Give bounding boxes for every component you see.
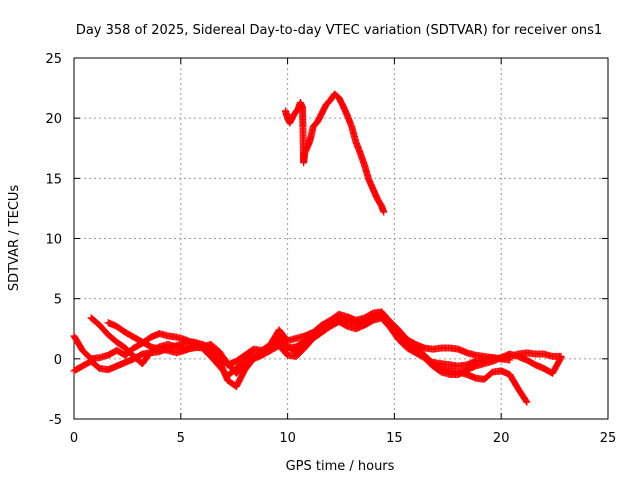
data-points	[70, 90, 565, 406]
x-tick-label: 15	[386, 431, 403, 446]
y-tick-label: -5	[49, 413, 62, 428]
chart-title: Day 358 of 2025, Sidereal Day-to-day VTE…	[76, 23, 602, 38]
data-point	[557, 354, 565, 362]
y-tick-label: 0	[54, 353, 62, 368]
y-tick-label: 5	[54, 293, 62, 308]
y-tick-label: 10	[45, 233, 62, 248]
y-tick-label: 20	[45, 112, 62, 127]
x-tick-label: 10	[279, 431, 296, 446]
data-point	[506, 356, 514, 364]
y-axis-label: SDTVAR / TECUs	[7, 185, 22, 292]
data-point	[556, 355, 564, 363]
x-tick-label: 25	[600, 431, 617, 446]
data-point	[522, 397, 530, 405]
data-point	[380, 208, 388, 216]
x-axis-label: GPS time / hours	[286, 459, 395, 474]
grid	[74, 58, 608, 419]
y-tick-label: 25	[45, 52, 62, 67]
x-tick-label: 0	[70, 431, 78, 446]
y-tick-label: 15	[45, 172, 62, 187]
series-track-b	[70, 310, 565, 391]
x-tick-label: 20	[493, 431, 510, 446]
x-tick-label: 5	[177, 431, 185, 446]
data-point	[523, 398, 531, 406]
axis-ticks: 0 5 10 15 20 25 -5 0 5 10 15 20 25	[45, 52, 616, 446]
series-high-arc	[281, 90, 388, 216]
series-track-d	[104, 309, 531, 406]
